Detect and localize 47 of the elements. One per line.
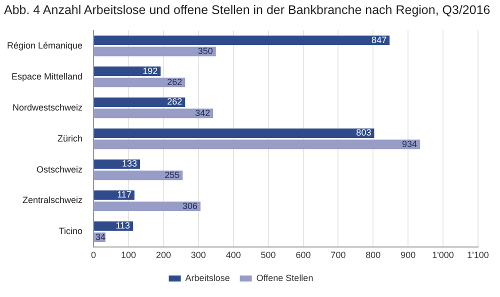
bar [94, 66, 161, 76]
data-label: 113 [116, 220, 130, 231]
data-label: 342 [195, 108, 210, 118]
data-label: 803 [356, 128, 372, 138]
bar [94, 190, 134, 200]
x-tick-label: 800 [366, 250, 381, 260]
x-tick-label: 200 [156, 250, 171, 260]
x-tick-label: 400 [226, 250, 241, 260]
y-tick-label: Espace Mittelland [12, 71, 83, 82]
data-label: 117 [117, 190, 132, 200]
data-label: 262 [167, 96, 182, 107]
y-tick-label: Ticino [58, 226, 83, 236]
x-tick-label: 900 [400, 250, 416, 260]
x-tick-label: 1'100 [467, 250, 489, 260]
bar [94, 46, 216, 56]
y-tick-label: Ostschweiz [36, 164, 84, 174]
bar [94, 108, 214, 118]
data-label: 255 [164, 170, 180, 180]
data-label: 262 [167, 76, 182, 87]
bar [94, 98, 186, 107]
bar [94, 36, 390, 46]
y-tick-label: Zentralschweiz [22, 195, 84, 206]
x-tick-label: 600 [296, 250, 311, 260]
data-label: 934 [402, 138, 417, 149]
bar [94, 128, 374, 138]
y-tick-label: Nordwestschweiz [12, 102, 84, 112]
x-tick-label: 100 [120, 250, 136, 260]
data-label: 192 [142, 66, 158, 76]
bar [94, 170, 183, 180]
y-tick-label: Région Lémanique [6, 40, 83, 50]
bar [94, 140, 420, 150]
x-tick-label: 300 [190, 250, 206, 260]
x-tick-label: 700 [330, 250, 346, 260]
data-label: 34 [96, 232, 106, 242]
data-label: 133 [122, 158, 138, 169]
chart-title: Abb. 4 Anzahl Arbeitslose und offene Stellen in der Bankbranche nach Region, Q3/2016 [4, 3, 490, 17]
data-label: 306 [182, 200, 198, 211]
bar [94, 202, 200, 212]
data-label: 847 [372, 34, 387, 45]
x-tick-label: 1'000 [432, 250, 454, 260]
legend-label: Arbeitslose [185, 272, 230, 283]
y-tick-label: Zürich [58, 133, 83, 144]
x-tick-label: 0 [91, 250, 96, 260]
data-label: 350 [198, 46, 213, 56]
bar [94, 78, 186, 88]
legend-label: Offene Stellen [256, 272, 314, 283]
x-tick-label: 500 [260, 250, 276, 260]
